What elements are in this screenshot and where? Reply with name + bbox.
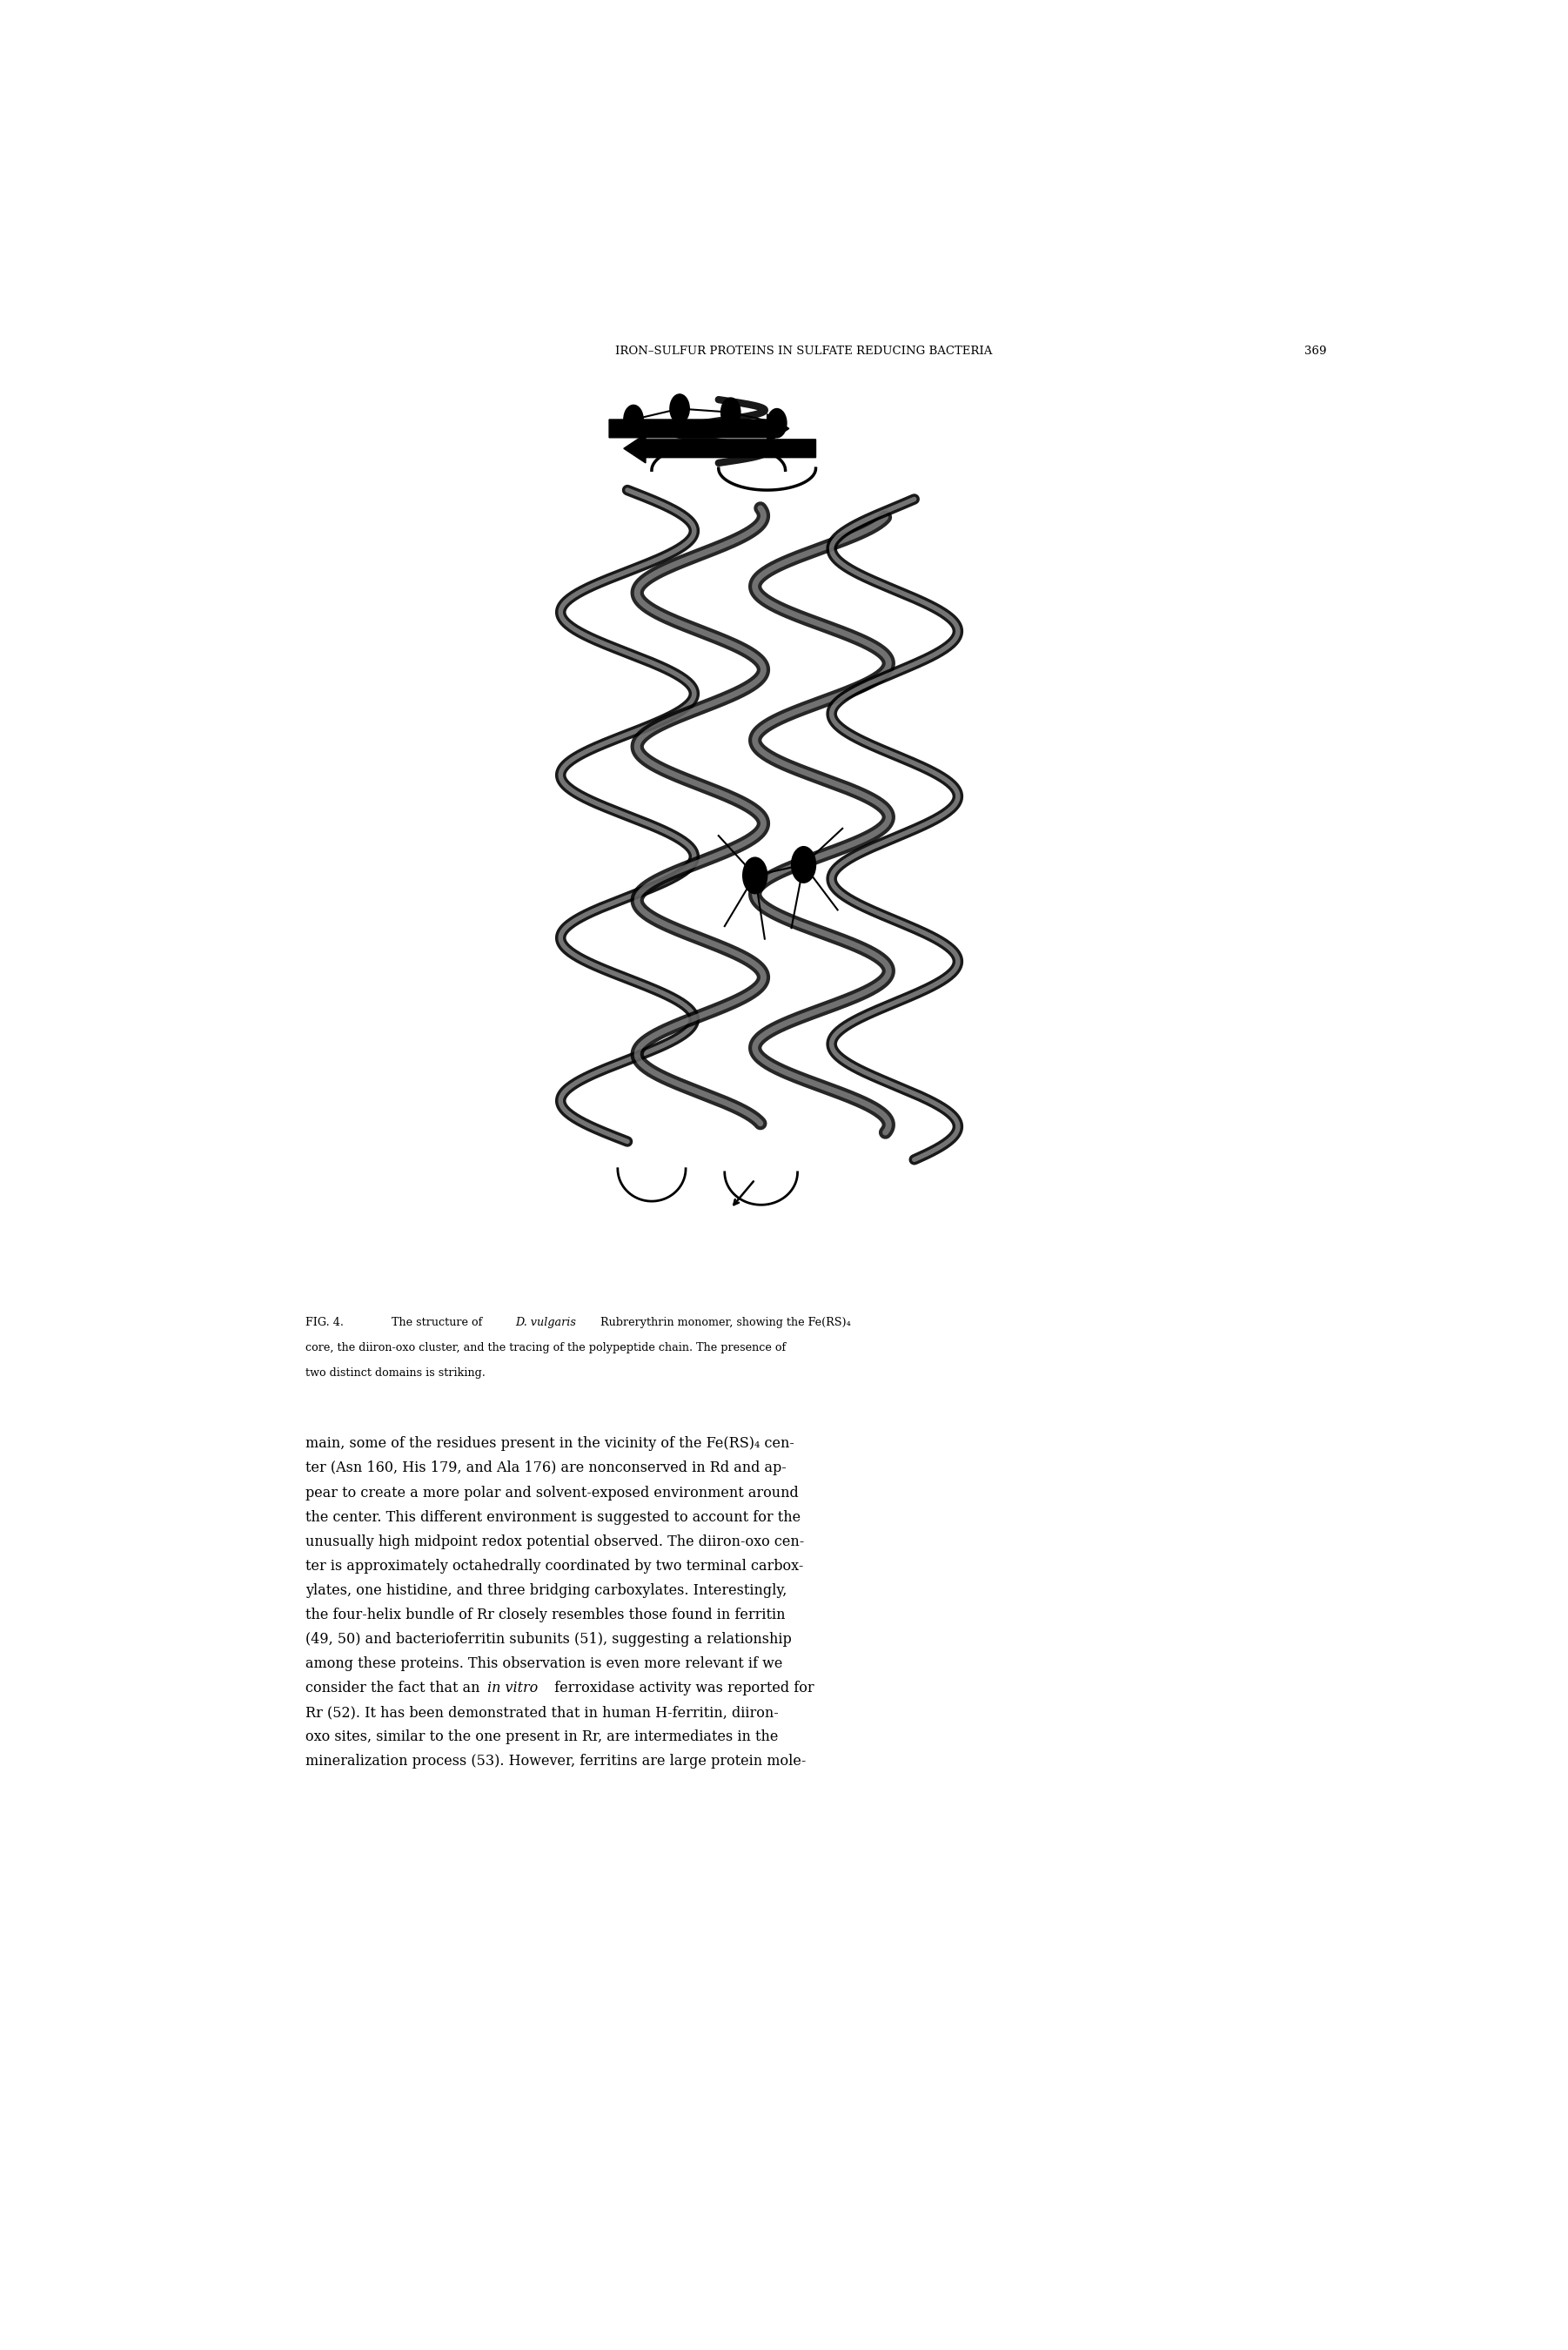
Text: among these proteins. This observation is even more relevant if we: among these proteins. This observation i… <box>306 1657 782 1671</box>
Circle shape <box>792 846 815 884</box>
FancyArrow shape <box>624 435 815 463</box>
Text: ter (Asn 160, His 179, and Ala 176) are nonconserved in Rd and ap-: ter (Asn 160, His 179, and Ala 176) are … <box>306 1462 786 1476</box>
Text: D. vulgaris: D. vulgaris <box>516 1316 577 1328</box>
Text: the center. This different environment is suggested to account for the: the center. This different environment i… <box>306 1509 801 1525</box>
Text: ferroxidase activity was reported for: ferroxidase activity was reported for <box>550 1680 814 1697</box>
Text: in vitro: in vitro <box>488 1680 538 1697</box>
Circle shape <box>767 409 787 437</box>
Circle shape <box>624 404 643 435</box>
Text: Rubrerythrin monomer, showing the Fe(RS)₄: Rubrerythrin monomer, showing the Fe(RS)… <box>597 1316 851 1328</box>
Text: pear to create a more polar and solvent-exposed environment around: pear to create a more polar and solvent-… <box>306 1485 798 1499</box>
FancyArrow shape <box>608 414 789 444</box>
Circle shape <box>743 858 767 893</box>
Circle shape <box>670 395 690 423</box>
Text: consider the fact that an: consider the fact that an <box>306 1680 485 1697</box>
Text: (49, 50) and bacterioferritin subunits (51), suggesting a relationship: (49, 50) and bacterioferritin subunits (… <box>306 1631 792 1647</box>
Circle shape <box>721 397 740 428</box>
Text: core, the diiron-oxo cluster, and the tracing of the polypeptide chain. The pres: core, the diiron-oxo cluster, and the tr… <box>306 1342 786 1354</box>
Text: mineralization process (53). However, ferritins are large protein mole-: mineralization process (53). However, fe… <box>306 1753 806 1770</box>
Text: ter is approximately octahedrally coordinated by two terminal carbox-: ter is approximately octahedrally coordi… <box>306 1558 803 1575</box>
Text: FIG. 4.: FIG. 4. <box>306 1316 343 1328</box>
Text: the four-helix bundle of Rr closely resembles those found in ferritin: the four-helix bundle of Rr closely rese… <box>306 1607 786 1622</box>
Text: 369: 369 <box>1305 345 1327 357</box>
Text: The structure of: The structure of <box>387 1316 486 1328</box>
Text: two distinct domains is striking.: two distinct domains is striking. <box>306 1368 486 1379</box>
Text: Rr (52). It has been demonstrated that in human H-ferritin, diiron-: Rr (52). It has been demonstrated that i… <box>306 1706 778 1720</box>
Text: main, some of the residues present in the vicinity of the Fe(RS)₄ cen-: main, some of the residues present in th… <box>306 1436 795 1452</box>
Text: ylates, one histidine, and three bridging carboxylates. Interestingly,: ylates, one histidine, and three bridgin… <box>306 1584 787 1598</box>
Text: oxo sites, similar to the one present in Rr, are intermediates in the: oxo sites, similar to the one present in… <box>306 1730 778 1744</box>
Text: unusually high midpoint redox potential observed. The diiron-oxo cen-: unusually high midpoint redox potential … <box>306 1535 804 1549</box>
Text: IRON–SULFUR PROTEINS IN SULFATE REDUCING BACTERIA: IRON–SULFUR PROTEINS IN SULFATE REDUCING… <box>615 345 993 357</box>
